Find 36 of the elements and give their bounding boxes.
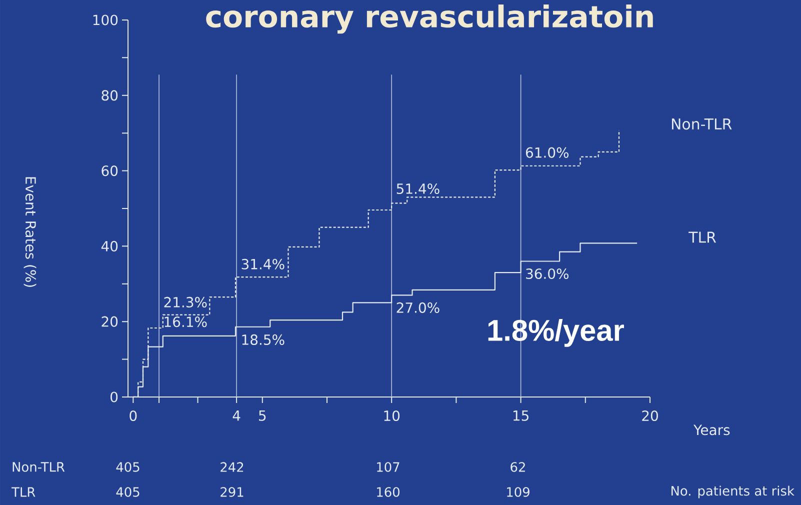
text: 291 bbox=[220, 487, 244, 497]
text: Non-TLR bbox=[12, 462, 65, 472]
y-axis-title: Event Rates (%) bbox=[24, 177, 36, 287]
text: 160 bbox=[377, 487, 400, 497]
x-tick-label: 10 bbox=[384, 410, 400, 422]
y-tick-label: 100 bbox=[93, 14, 118, 26]
x-tick-label: 0 bbox=[130, 410, 137, 422]
x-tick-label: 15 bbox=[513, 410, 528, 421]
annotation: 36.0% bbox=[526, 268, 569, 280]
annotation: 21.3% bbox=[164, 296, 207, 308]
x-tick-label: 4 bbox=[232, 410, 240, 421]
y-tick-label: 80 bbox=[102, 90, 118, 101]
text: TLR bbox=[688, 232, 716, 243]
x-tick-label: 20 bbox=[642, 410, 658, 422]
annotation: 18.5% bbox=[242, 334, 284, 345]
annotation: 16.1% bbox=[164, 316, 207, 328]
text: 107 bbox=[377, 462, 400, 472]
text: Non-TLR bbox=[672, 118, 732, 130]
chart-title: coronary revascularizatoin bbox=[206, 4, 653, 34]
annotation: 31.4% bbox=[242, 258, 284, 270]
y-tick-label: 40 bbox=[101, 240, 118, 252]
text: 242 bbox=[220, 462, 244, 472]
text: TLR bbox=[12, 487, 36, 497]
x-axis-title: Years bbox=[693, 424, 730, 436]
annotation: 51.4% bbox=[396, 183, 440, 194]
y-tick-label: 0 bbox=[110, 392, 118, 402]
text: 405 bbox=[116, 487, 140, 497]
annotation: 27.0% bbox=[396, 302, 440, 313]
annotation: 61.0% bbox=[526, 147, 569, 158]
text: No. patients at risk bbox=[672, 486, 794, 498]
text: 62 bbox=[510, 462, 525, 472]
text: 405 bbox=[116, 462, 140, 472]
y-tick-label: 20 bbox=[102, 316, 118, 327]
x-tick-label: 5 bbox=[259, 410, 266, 421]
text: 109 bbox=[507, 487, 530, 497]
y-tick-label: 60 bbox=[102, 166, 118, 176]
